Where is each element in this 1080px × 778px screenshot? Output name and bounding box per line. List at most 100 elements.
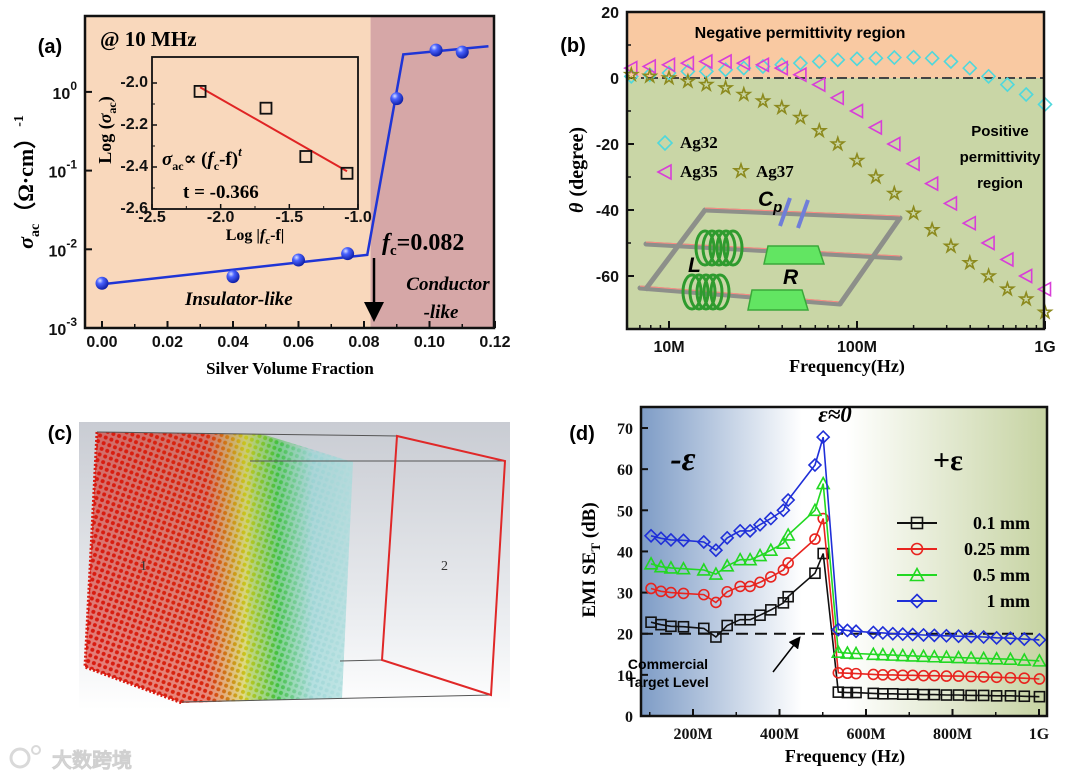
- data-point-0p5mm: [905, 648, 921, 662]
- threshold-subscript: c: [390, 243, 397, 259]
- data-point-0p1mm: [677, 620, 690, 633]
- x-tick-label-b: 100M: [837, 339, 877, 356]
- inset-y-tick-label: -2.4: [120, 158, 148, 175]
- data-point-a: [341, 247, 355, 261]
- panel-label-b: (b): [560, 35, 586, 57]
- data-point-0p25mm: [850, 667, 862, 680]
- panel-label-a: (a): [38, 36, 62, 58]
- y-title-symbol: σ: [13, 236, 38, 249]
- watermark-text: 大数跨境: [52, 748, 132, 772]
- panel-d-emi-shielding-chart: (d) 0 10 20 30 40 50 60 70 200M 400M 600M 800M 1G -ε…: [569, 402, 1050, 767]
- data-point-0p5mm: [951, 649, 966, 664]
- data-point-ag37: [942, 237, 960, 254]
- x-tick-label-a: 0.10: [414, 334, 445, 351]
- data-point-ag35: [923, 175, 939, 192]
- data-point-0p25mm: [928, 669, 941, 682]
- y-tick-base-a: 10: [53, 86, 71, 103]
- watermark: 大数跨境: [9, 745, 132, 772]
- x-axis-title-d: Frequency (Hz): [785, 746, 905, 767]
- inset-y-tick-label: -2.6: [120, 200, 148, 217]
- series-line-1mm: [650, 436, 1040, 641]
- y-tick-label-b: -40: [596, 203, 619, 220]
- waveguide-edge-bottom-back: [339, 659, 383, 662]
- data-point-ag35: [754, 56, 770, 73]
- insulator-like-label: Insulator-like: [184, 289, 293, 310]
- y-tick-label-b: 20: [601, 5, 619, 22]
- data-point-ag35: [811, 76, 826, 93]
- data-point-0p5mm: [963, 650, 979, 664]
- y-title-unit: （Ω·cm）: [13, 127, 38, 224]
- data-point-ag37: [735, 85, 753, 102]
- circuit-wire-bottom: [637, 285, 843, 307]
- data-point-ag37: [660, 68, 678, 86]
- formula-sigma: σ: [162, 149, 173, 170]
- legend-marker-ag32: [656, 134, 674, 152]
- data-point-0p1mm: [965, 689, 977, 702]
- data-point-1mm: [733, 523, 748, 539]
- data-point-ag32: [943, 53, 959, 70]
- legend-marker-0p1mm: [910, 516, 924, 530]
- data-point-ag37: [679, 72, 697, 89]
- data-point-ag37: [810, 121, 828, 139]
- data-point-ag35: [735, 55, 751, 71]
- data-point-1mm: [720, 530, 735, 545]
- legend-d: 0.1 mm 0.25 mm 0.5 mm 1 mm: [897, 513, 1030, 611]
- data-point-a: [429, 43, 443, 57]
- y-tick-label-d: 0: [625, 709, 633, 726]
- data-point-0p25mm: [917, 669, 930, 682]
- data-point-1mm: [963, 629, 979, 644]
- inset-ylabel-symbol: σ: [95, 112, 115, 123]
- y-tick-label-a: 10-3: [49, 315, 78, 339]
- resistor-block-icon: [747, 289, 810, 311]
- legend-marker-ag37: [731, 161, 751, 179]
- frequency-annotation: @ 10 MHz: [100, 27, 197, 51]
- capacitor-plate-2: [796, 199, 810, 229]
- data-point-0p5mm: [976, 650, 991, 665]
- data-point-1mm: [776, 503, 791, 518]
- formula-sigma-sub: ac: [172, 159, 184, 173]
- y-tick-label-a: 10-1: [49, 158, 78, 182]
- y-tick-label-a: 100: [53, 79, 78, 103]
- x-tick-label-b: 10M: [653, 339, 684, 356]
- inset-data-point: [340, 166, 354, 180]
- data-point-0p5mm: [643, 556, 659, 570]
- data-point-ag35: [698, 53, 713, 70]
- circuit-wire-left: [643, 208, 707, 292]
- inset-data-point: [193, 85, 207, 98]
- data-point-0p25mm: [1033, 673, 1046, 685]
- data-point-1mm: [643, 528, 659, 543]
- inset-x-tick-label: -1.5: [276, 209, 304, 226]
- port-label-2: 2: [441, 559, 448, 574]
- data-point-0p5mm: [752, 547, 768, 562]
- data-point-ag37: [791, 108, 810, 126]
- plot-frame-a: [83, 14, 496, 330]
- legend-label-ag35: Ag35: [680, 162, 718, 181]
- inset-log-log-plot: -2.5 -2.0 -1.5 -1.0 -2.0 -2.2 -2.4 -2.6: [120, 56, 372, 226]
- data-point-1mm: [1032, 632, 1047, 648]
- inset-xlabel-f: f: [260, 227, 267, 244]
- legend-marker-1mm: [909, 593, 925, 609]
- data-point-1mm: [696, 534, 711, 550]
- data-point-0p25mm: [698, 588, 710, 601]
- capacitor-plate-1: [778, 197, 792, 227]
- x-tick-label-a: 0.06: [283, 334, 314, 351]
- y-tick-base-a: 10: [49, 243, 67, 260]
- data-point-1mm: [840, 623, 855, 638]
- data-point-ag37: [848, 151, 866, 168]
- data-point-ag35: [905, 155, 920, 172]
- data-point-ag37: [754, 91, 772, 109]
- inset-ylabel-sub: ac: [105, 102, 119, 114]
- fit-line-a: [101, 45, 489, 286]
- epsilon-near-zero-label: ε≈0: [818, 402, 852, 427]
- inset-frame: [151, 56, 359, 210]
- y-tick-label-b: -20: [596, 137, 619, 154]
- data-point-a: [455, 45, 469, 59]
- inductor-coil-icon: [681, 273, 703, 311]
- data-point-a: [95, 276, 109, 290]
- capacitor-symbol: C: [758, 188, 774, 211]
- data-point-ag37: [716, 78, 735, 96]
- data-point-0p25mm: [1004, 671, 1017, 684]
- watermark-logo-dot-icon: [31, 745, 41, 755]
- data-point-0p1mm: [850, 686, 862, 699]
- inset-y-tick-label: -2.2: [120, 116, 148, 133]
